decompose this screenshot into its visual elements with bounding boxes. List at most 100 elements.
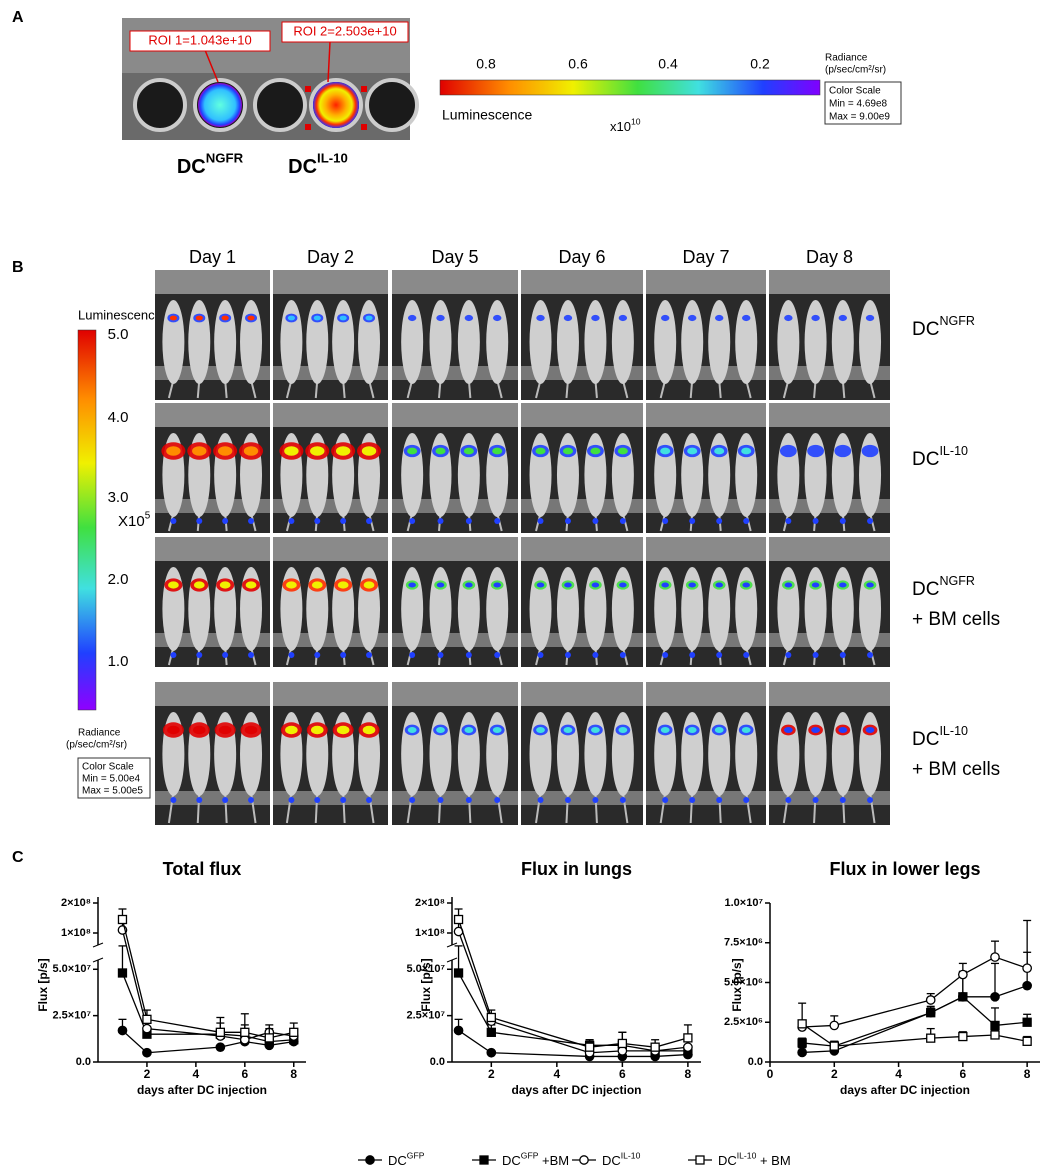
mouse-body xyxy=(556,712,579,796)
colorbar-unit-sup: 5 xyxy=(145,510,151,521)
mouse-body xyxy=(611,300,634,384)
marker xyxy=(486,1012,496,1023)
signal-tail xyxy=(314,652,321,658)
signal-outer xyxy=(436,314,445,322)
series-line xyxy=(457,931,688,1054)
group-label-base: DC xyxy=(912,449,939,470)
image-top xyxy=(392,270,518,294)
signal-tail xyxy=(465,797,472,803)
signal-inner xyxy=(742,582,750,588)
signal-inner xyxy=(218,725,232,735)
signal-tail xyxy=(537,652,544,658)
signal-tail xyxy=(288,797,295,803)
axis-break xyxy=(92,942,104,948)
signal-tail xyxy=(170,797,177,803)
x-axis-label: days after DC injection xyxy=(840,1083,970,1097)
signal-inner xyxy=(741,727,751,733)
mouse-image xyxy=(769,682,890,825)
signal-tail xyxy=(465,652,472,658)
mouse-body xyxy=(401,712,424,796)
marker xyxy=(215,1027,226,1037)
axis-break xyxy=(446,942,458,948)
signal-tail xyxy=(743,652,750,658)
radiance-unit: (p/sec/cm²/sr) xyxy=(66,740,127,751)
radiance-label: Radiance xyxy=(825,53,868,64)
image-top xyxy=(769,270,890,294)
mouse-body xyxy=(240,300,263,384)
signal-inner xyxy=(715,582,723,588)
axis-break xyxy=(446,957,458,963)
signal-inner xyxy=(492,447,503,455)
signal-inner xyxy=(361,446,377,456)
signal-outer xyxy=(661,314,670,322)
image-tape xyxy=(392,366,518,380)
signal-tail xyxy=(437,518,444,524)
signal-outer xyxy=(536,314,545,322)
signal-tail xyxy=(196,652,203,658)
mouse-body xyxy=(804,300,827,384)
signal-inner xyxy=(536,727,545,733)
colorbar-tick-label: 0.2 xyxy=(750,56,770,72)
mouse-body xyxy=(859,300,882,384)
signal-inner xyxy=(564,582,572,588)
signal-inner xyxy=(169,315,177,321)
series-line xyxy=(457,919,689,1048)
marker xyxy=(797,1038,807,1048)
colorbar-tick-label: 5.0 xyxy=(108,326,129,343)
image-top xyxy=(155,270,270,294)
marker xyxy=(584,1042,595,1052)
image-top xyxy=(392,537,518,561)
colorbar-tick-label: 2.0 xyxy=(108,571,129,588)
signal-inner xyxy=(407,727,417,733)
signal-inner xyxy=(284,446,299,456)
signal-inner xyxy=(363,581,375,589)
colorbar-title: Luminescence xyxy=(78,307,162,322)
signal-tail xyxy=(537,797,544,803)
legend-label-sup: IL-10 xyxy=(621,1151,641,1161)
signal-inner xyxy=(714,447,725,455)
day-label: Day 6 xyxy=(558,247,605,267)
signal-inner xyxy=(783,727,793,733)
signal-tail xyxy=(494,797,501,803)
mouse-image xyxy=(646,537,766,667)
signal-inner xyxy=(591,582,600,588)
signal-tail xyxy=(839,797,846,803)
colorbar-unit-sup: 10 xyxy=(631,117,641,127)
signal-tail xyxy=(196,797,203,803)
mouse-image xyxy=(646,682,766,825)
mouse-body xyxy=(804,567,827,651)
signal-tail xyxy=(465,518,472,524)
signal-tail xyxy=(662,518,669,524)
roi-box xyxy=(281,21,409,43)
group-label-base: DC xyxy=(912,579,939,600)
image-top xyxy=(392,682,518,706)
legend-label-suffix: +BM xyxy=(538,1153,569,1168)
colorbar xyxy=(439,79,821,96)
axis-break xyxy=(92,957,104,963)
signal-tail xyxy=(689,518,696,524)
signal-outer xyxy=(688,314,697,322)
marker xyxy=(958,969,968,980)
image-top xyxy=(769,403,890,427)
group-label: DCIL-10 xyxy=(912,444,968,470)
signal-inner xyxy=(660,447,671,455)
mouse-body xyxy=(708,567,731,651)
signal-outer xyxy=(861,444,879,458)
image-top xyxy=(521,682,643,706)
signal-outer xyxy=(865,314,875,322)
image-tape xyxy=(646,633,766,647)
mouse-image xyxy=(392,682,518,825)
well-label-base: DC xyxy=(177,156,206,178)
image-tape xyxy=(155,499,270,513)
signal-inner xyxy=(168,581,179,589)
colorbar-tick-label: 1.0 xyxy=(108,653,129,670)
group-label-sup: NGFR xyxy=(939,314,975,328)
image-tape xyxy=(769,366,890,380)
mouse-body xyxy=(831,300,854,384)
signal-inner xyxy=(195,315,203,321)
marker xyxy=(990,1020,1000,1031)
legend-label-base: DC xyxy=(502,1153,521,1168)
signal-tail xyxy=(812,652,819,658)
mouse-body xyxy=(280,300,303,384)
mouse-image xyxy=(155,270,270,400)
